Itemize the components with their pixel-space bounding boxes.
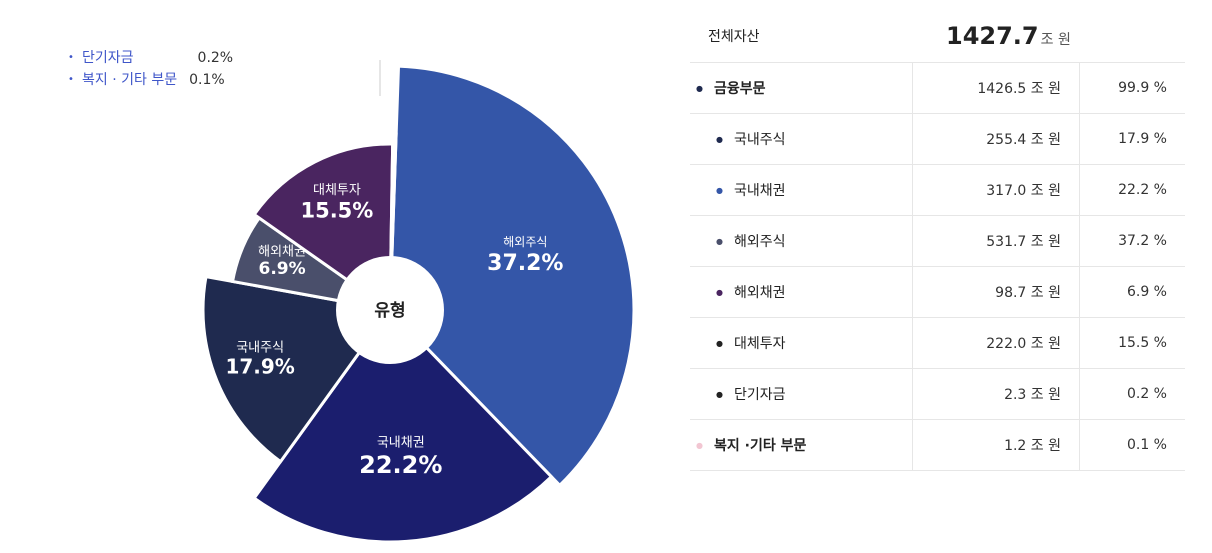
row-percent: 99.9 % bbox=[1079, 63, 1185, 114]
row-percent: 37.2 % bbox=[1079, 215, 1185, 267]
table-row: ● 국내채권 317.0 조 원 22.2 % bbox=[690, 164, 1185, 216]
table-row: ● 단기자금 2.3 조 원 0.2 % bbox=[690, 368, 1185, 420]
mini-legend-value: 0.1% bbox=[189, 72, 225, 88]
row-name: 국내주식 bbox=[734, 132, 786, 148]
row-name-cell: ● 국내채권 bbox=[690, 164, 913, 216]
bullet-icon: ● bbox=[716, 236, 723, 246]
total-assets-value: 1427.7 조 원 bbox=[946, 22, 1071, 50]
table-row: ● 대체투자 222.0 조 원 15.5 % bbox=[690, 317, 1185, 369]
slice-value-label: 22.2% bbox=[359, 451, 442, 479]
slice-value-label: 17.9% bbox=[225, 354, 294, 378]
slice-name-label: 국내주식 bbox=[236, 340, 284, 355]
table-row: ● 해외주식 531.7 조 원 37.2 % bbox=[690, 215, 1185, 267]
row-name-cell: ● 단기자금 bbox=[690, 368, 913, 420]
table-row: ● 국내주식 255.4 조 원 17.9 % bbox=[690, 113, 1185, 165]
row-name: 금융부문 bbox=[714, 81, 766, 97]
row-amount: 531.7 조 원 bbox=[912, 215, 1080, 267]
row-amount: 255.4 조 원 bbox=[912, 113, 1080, 165]
bullet-icon: ● bbox=[716, 389, 723, 399]
bullet-icon: ● bbox=[716, 287, 723, 297]
center-label: 유형 bbox=[374, 300, 405, 321]
bullet-icon: ● bbox=[716, 338, 723, 348]
total-assets-label: 전체자산 bbox=[708, 29, 760, 45]
slice-name-label: 해외채권 bbox=[258, 244, 306, 259]
mini-legend-value: 0.2% bbox=[197, 50, 234, 66]
slice-name-label: 해외주식 bbox=[503, 235, 547, 249]
table-row: ● 금융부문 1426.5 조 원 99.9 % bbox=[690, 63, 1185, 114]
row-name: 대체투자 bbox=[734, 336, 786, 352]
row-percent: 0.2 % bbox=[1079, 368, 1185, 420]
row-name-cell: ● 해외주식 bbox=[690, 215, 913, 267]
table-row: ● 복지 ·기타 부문 1.2 조 원 0.1 % bbox=[690, 419, 1185, 471]
row-amount: 1426.5 조 원 bbox=[912, 63, 1080, 114]
slice-value-label: 15.5% bbox=[300, 198, 373, 222]
small-slice-legend: • 단기자금 0.2% • 복지 · 기타 부문 0.1% bbox=[68, 47, 233, 91]
row-name-cell: ● 금융부문 bbox=[690, 63, 913, 114]
row-name-cell: ● 복지 ·기타 부문 bbox=[690, 419, 913, 471]
pie-slice[interactable] bbox=[252, 307, 554, 544]
row-percent: 15.5 % bbox=[1079, 317, 1185, 369]
row-amount: 317.0 조 원 bbox=[912, 164, 1080, 216]
row-name-cell: ● 대체투자 bbox=[690, 317, 913, 369]
donut-hole bbox=[336, 256, 444, 364]
bullet-icon: ● bbox=[696, 440, 703, 450]
row-amount: 2.3 조 원 bbox=[912, 368, 1080, 420]
row-name: 복지 ·기타 부문 bbox=[714, 438, 807, 454]
pie-slice[interactable] bbox=[388, 64, 636, 488]
slice-name-label: 국내채권 bbox=[377, 435, 425, 450]
mini-legend-item: • 단기자금 0.2% bbox=[68, 47, 233, 69]
bullet-icon: • bbox=[68, 52, 74, 63]
row-name: 단기자금 bbox=[734, 387, 786, 403]
row-amount: 1.2 조 원 bbox=[912, 419, 1080, 471]
bullet-icon: ● bbox=[696, 83, 703, 93]
bullet-icon: • bbox=[68, 74, 74, 85]
table-row: ● 해외채권 98.7 조 원 6.9 % bbox=[690, 266, 1185, 318]
slice-name-label: 대체투자 bbox=[313, 183, 361, 198]
mini-legend-label: 단기자금 bbox=[82, 50, 134, 66]
total-assets-unit: 조 원 bbox=[1040, 32, 1071, 48]
asset-table: 전체자산 1427.7 조 원 ● 금융부문 1426.5 조 원 99.9 % ● 국내주… bbox=[690, 10, 1185, 471]
slice-value-label: 37.2% bbox=[487, 251, 563, 276]
row-percent: 6.9 % bbox=[1079, 266, 1185, 318]
total-assets-row: 전체자산 1427.7 조 원 bbox=[690, 10, 1185, 63]
row-amount: 222.0 조 원 bbox=[912, 317, 1080, 369]
bullet-icon: ● bbox=[716, 134, 723, 144]
slice-value-label: 6.9% bbox=[258, 259, 305, 279]
mini-legend-label: 복지 · 기타 부문 bbox=[82, 72, 178, 88]
row-name: 해외채권 bbox=[734, 285, 786, 301]
bullet-icon: ● bbox=[716, 185, 723, 195]
row-percent: 22.2 % bbox=[1079, 164, 1185, 216]
row-name: 국내채권 bbox=[734, 183, 786, 199]
asset-breakdown-table: ● 금융부문 1426.5 조 원 99.9 % ● 국내주식 255.4 조 원 17.9 … bbox=[690, 63, 1185, 471]
row-amount: 98.7 조 원 bbox=[912, 266, 1080, 318]
row-name-cell: ● 해외채권 bbox=[690, 266, 913, 318]
mini-legend-item: • 복지 · 기타 부문 0.1% bbox=[68, 69, 233, 91]
total-assets-number: 1427.7 bbox=[946, 22, 1039, 50]
row-name: 해외주식 bbox=[734, 234, 786, 250]
pie-chart: 해외주식 37.2% 국내채권 22.2% 국내주식 17.9% 해외채권 6.9% 대체투자 1… bbox=[68, 47, 636, 544]
row-name-cell: ● 국내주식 bbox=[690, 113, 913, 165]
row-percent: 0.1 % bbox=[1079, 419, 1185, 471]
row-percent: 17.9 % bbox=[1079, 113, 1185, 165]
